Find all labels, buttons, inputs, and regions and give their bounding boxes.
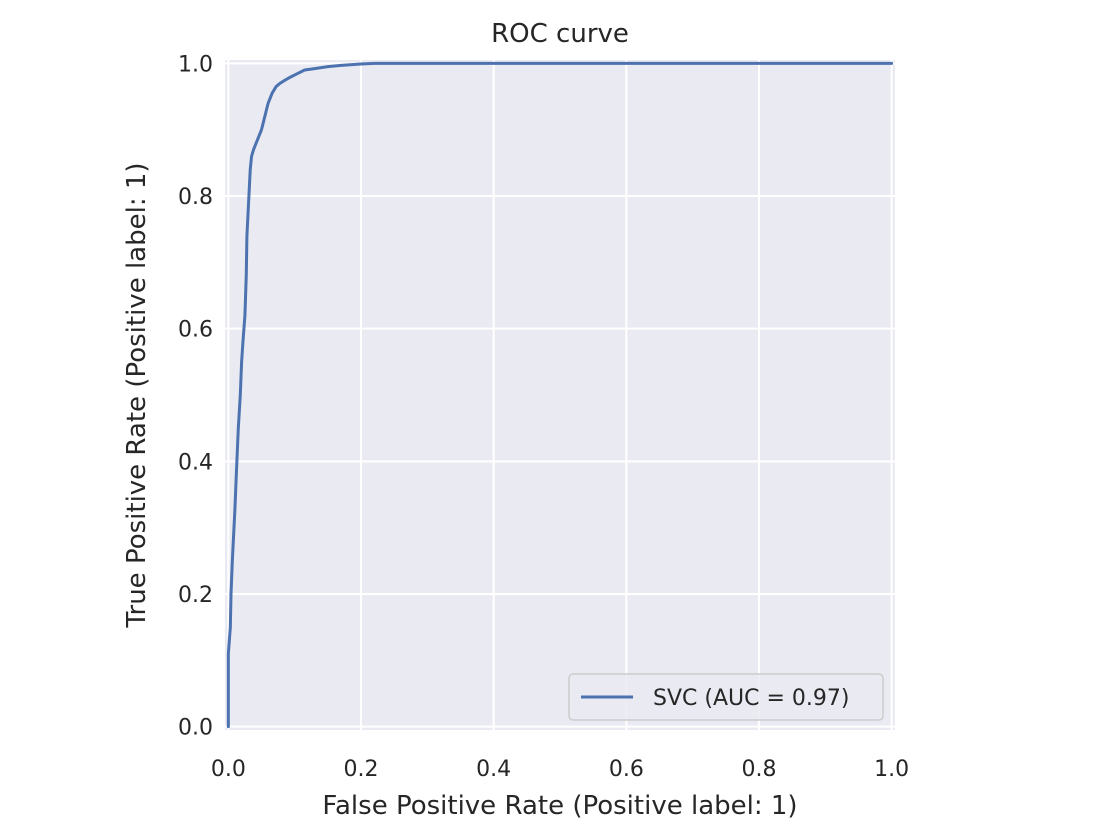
x-tick-label: 0.0 bbox=[211, 757, 246, 782]
legend-box bbox=[568, 673, 884, 721]
x-tick-label: 0.8 bbox=[741, 757, 776, 782]
y-tick-label: 0.6 bbox=[178, 318, 213, 343]
y-tick-label: 0.2 bbox=[178, 583, 213, 608]
y-axis-label: True Positive Rate (Positive label: 1) bbox=[122, 162, 152, 628]
grid-lines bbox=[225, 60, 895, 730]
x-axis-label: False Positive Rate (Positive label: 1) bbox=[322, 791, 797, 821]
x-tick-label: 0.6 bbox=[609, 757, 644, 782]
x-tick-label: 0.4 bbox=[476, 757, 511, 782]
chart-title: ROC curve bbox=[491, 19, 629, 49]
legend: SVC (AUC = 0.97) bbox=[568, 673, 884, 721]
tick-labels: 0.0 0.2 0.4 0.6 0.8 1.0 0.0 0.2 0.4 0.6 0.8 1.0 bbox=[178, 52, 909, 782]
y-tick-label: 0.4 bbox=[178, 450, 213, 475]
series-layer bbox=[226, 61, 894, 729]
x-tick-label: 0.2 bbox=[344, 757, 379, 782]
plot-area bbox=[225, 60, 895, 730]
y-tick-label: 0.8 bbox=[178, 185, 213, 210]
x-tick-label: 1.0 bbox=[874, 757, 909, 782]
legend-label: SVC (AUC = 0.97) bbox=[653, 686, 849, 711]
roc-curve-line bbox=[226, 61, 894, 729]
y-tick-label: 0.0 bbox=[178, 716, 213, 741]
y-tick-label: 1.0 bbox=[178, 52, 213, 77]
